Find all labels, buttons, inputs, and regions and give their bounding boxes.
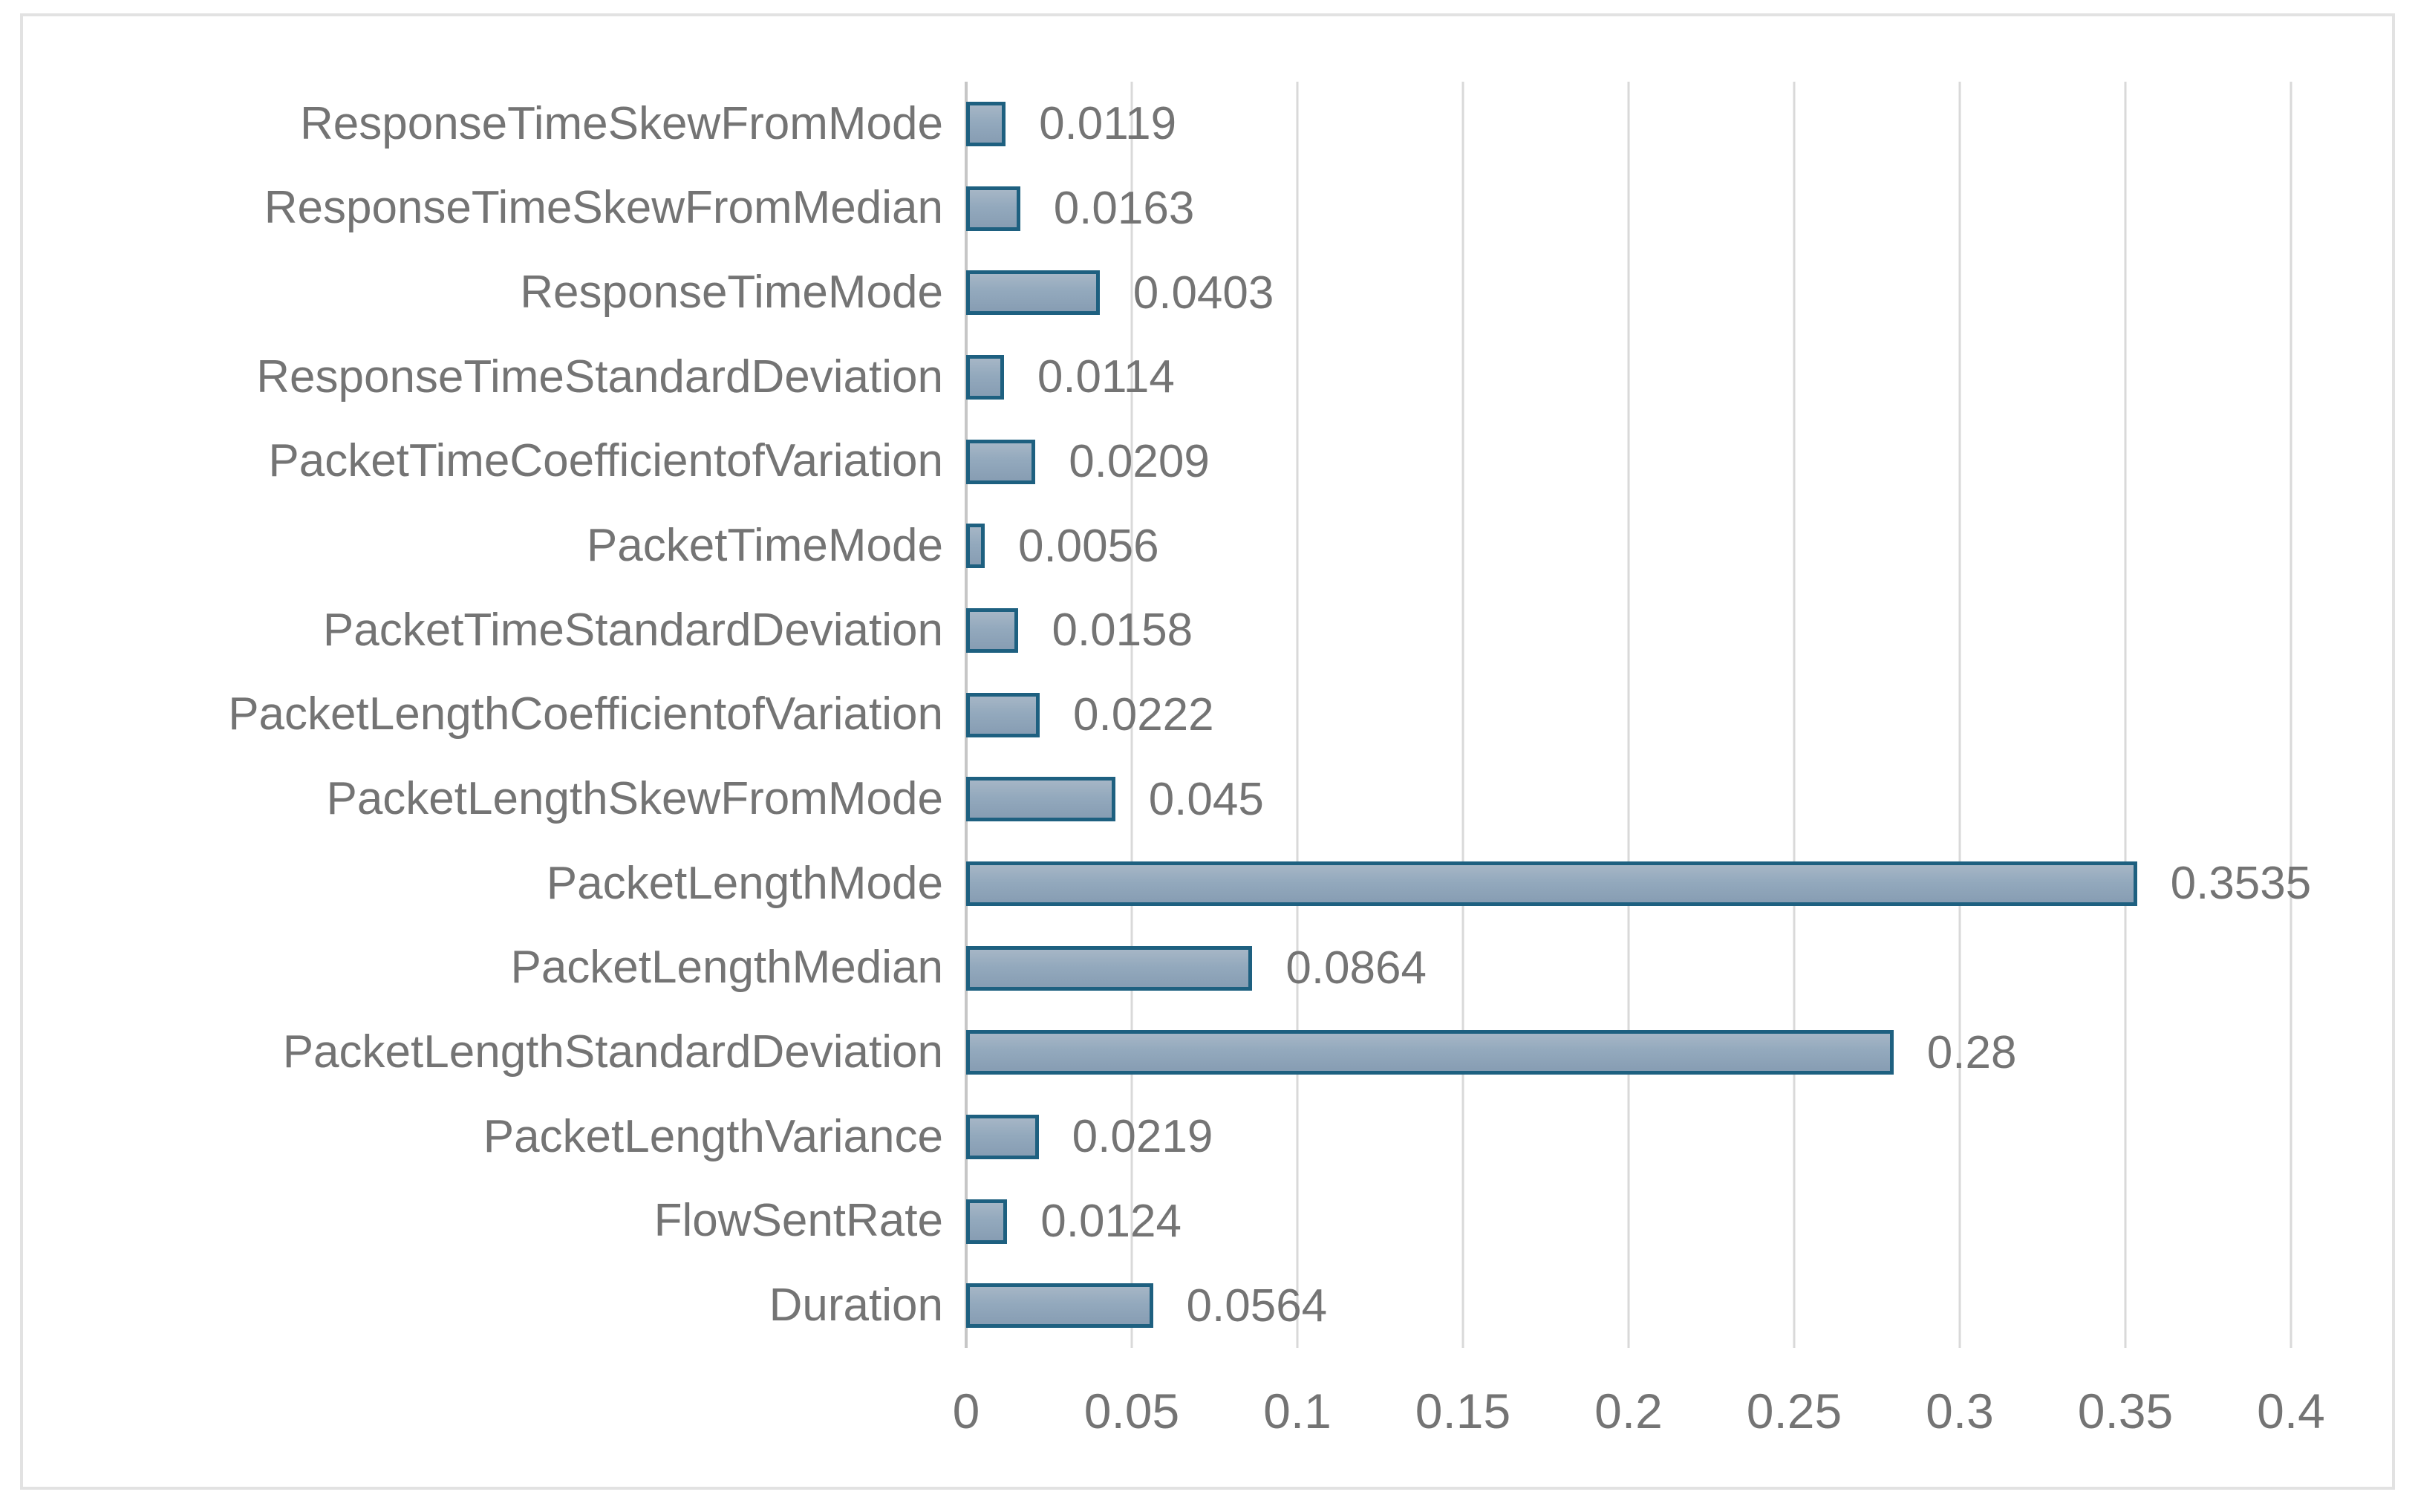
gridline xyxy=(2124,82,2127,1348)
bar xyxy=(966,101,1006,146)
bar-area: 0.045 xyxy=(966,757,2415,841)
bar-row: PacketLengthMode 0.3535 xyxy=(0,841,2415,926)
category-label: PacketLengthVariance xyxy=(483,1110,943,1162)
bar-area: 0.0163 xyxy=(966,166,2415,251)
category-label: PacketTimeMode xyxy=(586,520,943,572)
bar-area: 0.0056 xyxy=(966,504,2415,588)
category-label: PacketTimeCoefficientofVariation xyxy=(268,435,943,487)
bar-row: PacketLengthMedian 0.0864 xyxy=(0,926,2415,1011)
bar xyxy=(966,186,1020,231)
category-label: PacketLengthMode xyxy=(546,857,943,909)
gridline xyxy=(1627,82,1630,1348)
bar-row: PacketLengthCoefficientofVariation 0.022… xyxy=(0,673,2415,757)
bar-area: 0.28 xyxy=(966,1010,2415,1095)
bar-row: FlowSentRate 0.0124 xyxy=(0,1179,2415,1264)
bar xyxy=(966,270,1100,316)
x-tick-label: 0.35 xyxy=(2077,1384,2174,1438)
bar-area: 0.0114 xyxy=(966,335,2415,420)
gridline xyxy=(1296,82,1299,1348)
bar-area: 0.0403 xyxy=(966,250,2415,335)
category-label: ResponseTimeSkewFromMedian xyxy=(264,182,943,234)
bar-area: 0.0222 xyxy=(966,673,2415,757)
gridline xyxy=(2289,82,2292,1348)
bar xyxy=(966,607,1019,653)
bar xyxy=(966,524,985,569)
bar-area: 0.0158 xyxy=(966,588,2415,673)
bar-area: 0.0119 xyxy=(966,82,2415,166)
category-label: PacketLengthSkewFromMode xyxy=(326,773,943,825)
category-label: PacketLengthCoefficientofVariation xyxy=(228,688,943,740)
x-tick-label: 0.15 xyxy=(1415,1384,1511,1438)
bar xyxy=(966,439,1036,484)
value-label: 0.0564 xyxy=(1186,1280,1328,1332)
x-tick-label: 0.05 xyxy=(1083,1384,1180,1438)
gridline xyxy=(1958,82,1961,1348)
x-tick-label: 0.1 xyxy=(1263,1384,1332,1438)
gridline xyxy=(1793,82,1796,1348)
bar xyxy=(966,692,1040,737)
bar-row: ResponseTimeMode 0.0403 xyxy=(0,250,2415,335)
category-label: FlowSentRate xyxy=(654,1195,943,1247)
bar xyxy=(966,1199,1008,1244)
bar xyxy=(966,861,2137,906)
value-label: 0.0158 xyxy=(1052,605,1193,656)
gridline xyxy=(1461,82,1464,1348)
x-tick-label: 0.2 xyxy=(1594,1384,1663,1438)
bar xyxy=(966,945,1253,991)
bar-row: ResponseTimeSkewFromMedian 0.0163 xyxy=(0,166,2415,251)
category-label: PacketLengthStandardDeviation xyxy=(282,1026,943,1078)
x-tick-label: 0.4 xyxy=(2257,1384,2325,1438)
bar-rows: ResponseTimeSkewFromMode 0.0119 Response… xyxy=(0,82,2415,1348)
value-label: 0.3535 xyxy=(2170,858,2312,910)
value-label: 0.0219 xyxy=(1072,1111,1213,1163)
x-tick-label: 0.25 xyxy=(1746,1384,1842,1438)
bar-row: Duration 0.0564 xyxy=(0,1263,2415,1348)
chart-frame xyxy=(20,13,2395,1490)
category-label: PacketLengthMedian xyxy=(510,942,943,994)
category-label: ResponseTimeMode xyxy=(520,267,943,319)
bar-row: PacketLengthVariance 0.0219 xyxy=(0,1095,2415,1179)
bar-row: ResponseTimeSkewFromMode 0.0119 xyxy=(0,82,2415,166)
bar-row: ResponseTimeStandardDeviation 0.0114 xyxy=(0,335,2415,420)
category-label: ResponseTimeStandardDeviation xyxy=(256,351,943,403)
x-tick-label: 0.3 xyxy=(1926,1384,1994,1438)
value-label: 0.045 xyxy=(1148,773,1264,825)
bar-row: PacketLengthSkewFromMode 0.045 xyxy=(0,757,2415,841)
category-label: Duration xyxy=(769,1280,943,1332)
value-label: 0.0056 xyxy=(1017,520,1159,572)
bar-row: PacketTimeCoefficientofVariation 0.0209 xyxy=(0,420,2415,504)
value-label: 0.0119 xyxy=(1039,98,1177,150)
bar-area: 0.0564 xyxy=(966,1263,2415,1348)
bar-area: 0.0209 xyxy=(966,420,2415,504)
bar-area: 0.3535 xyxy=(966,841,2415,926)
bar-area: 0.0219 xyxy=(966,1095,2415,1179)
category-label: ResponseTimeSkewFromMode xyxy=(299,97,943,149)
bar-area: 0.0124 xyxy=(966,1179,2415,1264)
x-tick-label: 0 xyxy=(952,1384,980,1438)
bar xyxy=(966,354,1004,400)
category-label: PacketTimeStandardDeviation xyxy=(322,604,943,656)
bar xyxy=(966,1283,1153,1329)
bar xyxy=(966,777,1115,822)
x-axis: 0 0.05 0.1 0.15 0.2 0.25 0.3 0.35 0.4 xyxy=(0,1383,2415,1450)
bar xyxy=(966,1030,1894,1075)
bar-row: PacketLengthStandardDeviation 0.28 xyxy=(0,1010,2415,1095)
value-label: 0.0864 xyxy=(1285,942,1427,994)
value-label: 0.0163 xyxy=(1053,183,1195,234)
bar xyxy=(966,1114,1039,1159)
value-label: 0.0114 xyxy=(1037,351,1175,403)
value-label: 0.0403 xyxy=(1132,267,1274,319)
bar-row: PacketTimeStandardDeviation 0.0158 xyxy=(0,588,2415,673)
bar-row: PacketTimeMode 0.0056 xyxy=(0,504,2415,588)
bar-area: 0.0864 xyxy=(966,926,2415,1011)
gridline xyxy=(1130,82,1133,1348)
value-label: 0.28 xyxy=(1926,1026,2017,1078)
value-label: 0.0124 xyxy=(1040,1196,1182,1248)
value-label: 0.0222 xyxy=(1073,689,1214,741)
value-label: 0.0209 xyxy=(1069,436,1210,488)
